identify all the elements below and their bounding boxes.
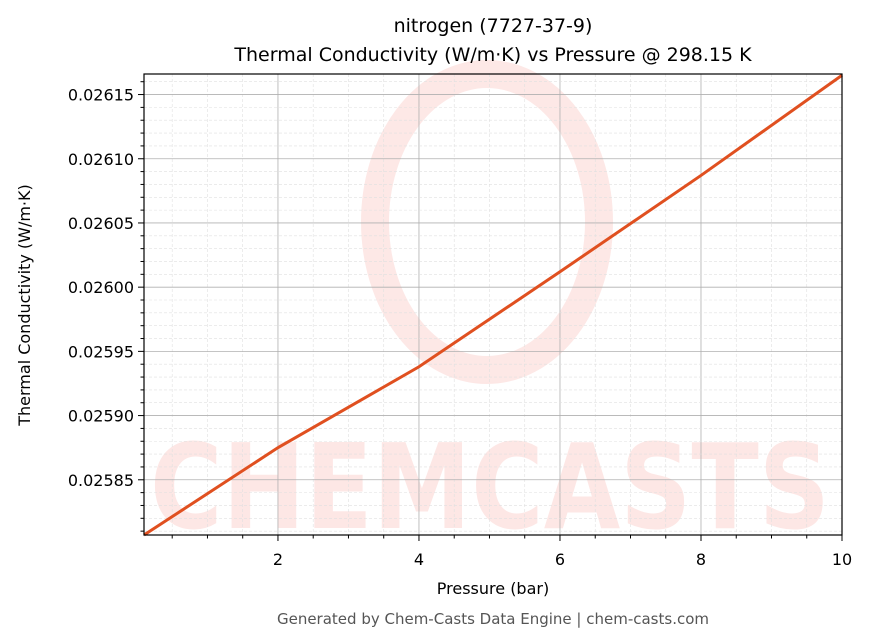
x-tick-label: 2 [273,550,283,569]
x-tick-label: 4 [414,550,424,569]
x-tick-label: 6 [555,550,565,569]
x-tick-label: 10 [832,550,852,569]
x-tick-label: 8 [696,550,706,569]
series-line-nitrogen [143,74,843,537]
watermark-logo: CHEMCASTS [150,60,830,556]
grid [144,74,843,535]
y-tick-label: 0.02585 [68,471,134,490]
y-tick-label: 0.02595 [68,342,134,361]
y-tick-label: 0.02615 [68,86,134,105]
y-axis-label: Thermal Conductivity (W/m·K) [15,184,34,427]
chart-subtitle: Thermal Conductivity (W/m·K) vs Pressure… [233,44,752,66]
x-axis-label: Pressure (bar) [437,579,549,598]
y-tick-label: 0.02600 [68,278,134,297]
y-tick-label: 0.02590 [68,407,134,426]
y-tick-label: 0.02605 [68,214,134,233]
plot-frame [143,73,843,536]
y-tick-label: 0.02610 [68,150,134,169]
chart-title: nitrogen (7727-37-9) [394,15,593,37]
footer-text: Generated by Chem-Casts Data Engine | ch… [277,610,709,628]
